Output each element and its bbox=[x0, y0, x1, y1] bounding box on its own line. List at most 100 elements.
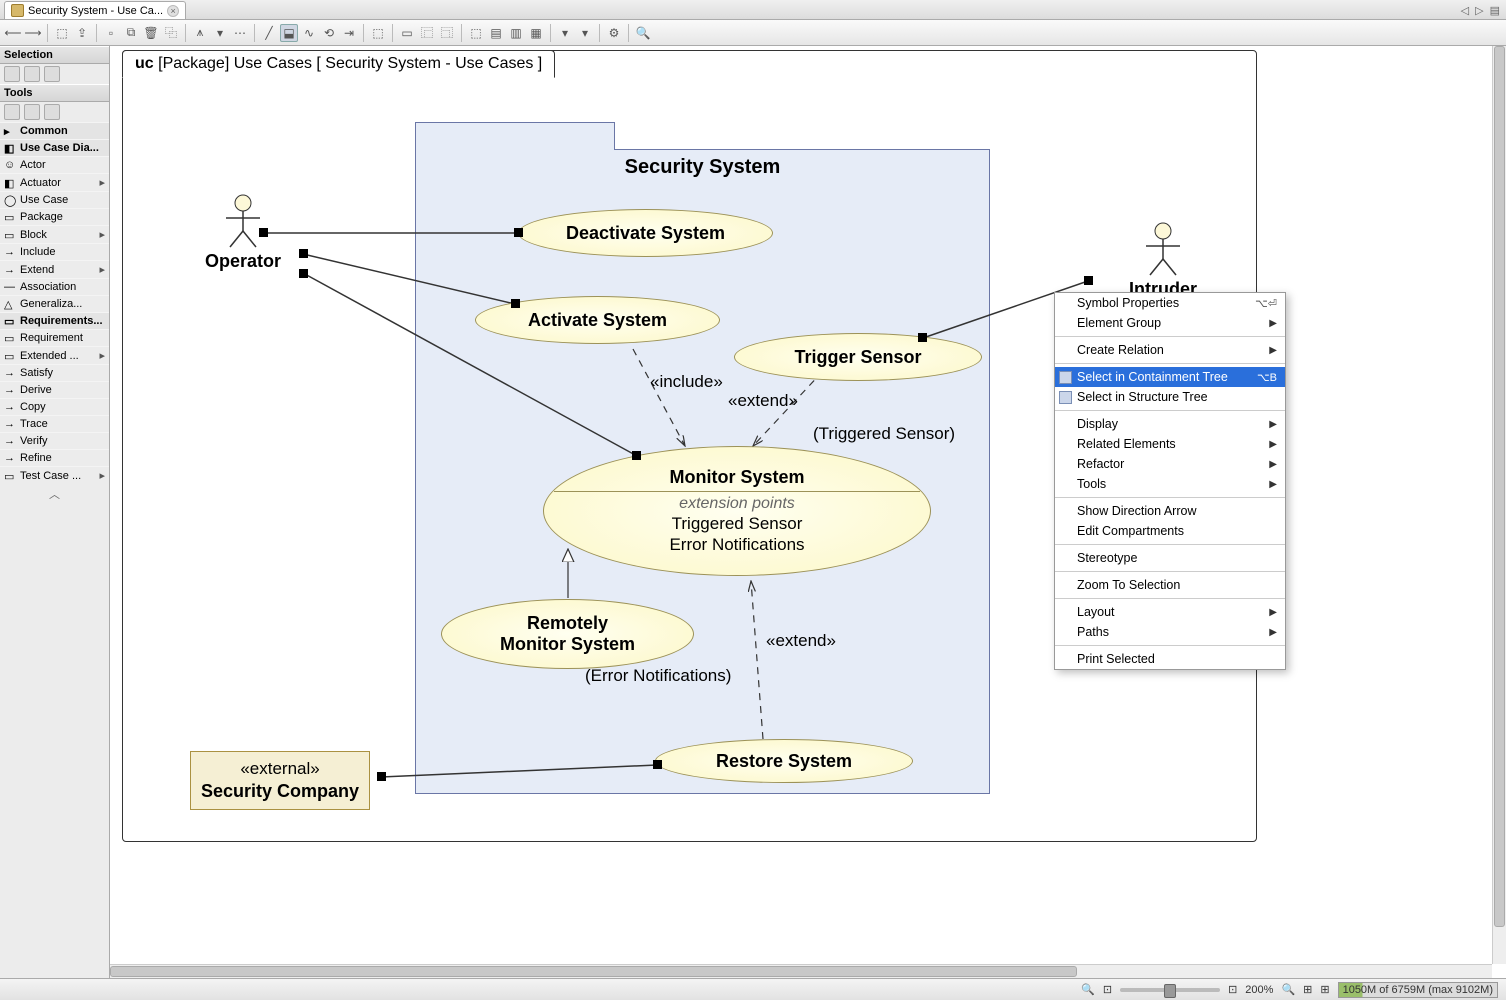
palette-item[interactable]: ▭Extended ...▸ bbox=[0, 346, 109, 364]
search-button[interactable]: 🔍 bbox=[634, 24, 652, 42]
palette-item[interactable]: ▭Test Case ...▸ bbox=[0, 466, 109, 484]
usecase-trigger[interactable]: Trigger Sensor bbox=[734, 333, 982, 381]
anchor[interactable] bbox=[918, 333, 927, 342]
g2-button[interactable]: ⿸ bbox=[418, 24, 436, 42]
tab-list-icon[interactable]: ▤ bbox=[1490, 4, 1500, 17]
usecase-deactivate[interactable]: Deactivate System bbox=[518, 209, 773, 257]
context-menu-item[interactable]: Zoom To Selection bbox=[1055, 575, 1285, 595]
palette-item[interactable]: →Verify bbox=[0, 432, 109, 449]
context-menu-item[interactable]: Edit Compartments bbox=[1055, 521, 1285, 541]
export-button[interactable]: ⇪ bbox=[73, 24, 91, 42]
anchor[interactable] bbox=[514, 228, 523, 237]
vertical-scrollbar[interactable] bbox=[1492, 46, 1506, 964]
anchor[interactable] bbox=[299, 249, 308, 258]
context-menu-item[interactable]: Create Relation▶ bbox=[1055, 340, 1285, 360]
pointer-tool-icon[interactable] bbox=[4, 66, 20, 82]
copy-button[interactable]: ⧉ bbox=[122, 24, 140, 42]
palette-item[interactable]: △Generaliza... bbox=[0, 295, 109, 312]
usecase-restore[interactable]: Restore System bbox=[655, 739, 913, 783]
tree-button[interactable]: ⩚ bbox=[191, 24, 209, 42]
zoom-out-icon[interactable]: 🔍 bbox=[1081, 983, 1095, 996]
text-tool-icon[interactable] bbox=[24, 104, 40, 120]
palette-item[interactable]: ▭Requirement bbox=[0, 329, 109, 346]
h2-button[interactable]: ▥ bbox=[507, 24, 525, 42]
marquee-tool-icon[interactable] bbox=[24, 66, 40, 82]
new-button[interactable]: ▫ bbox=[102, 24, 120, 42]
sel-button[interactable]: ⬚ bbox=[467, 24, 485, 42]
zoom-slider[interactable] bbox=[1120, 988, 1220, 992]
dot-button[interactable]: ⋯ bbox=[231, 24, 249, 42]
context-menu-item[interactable]: Paths▶ bbox=[1055, 622, 1285, 642]
zoom-tool-icon[interactable] bbox=[44, 104, 60, 120]
anchor[interactable] bbox=[299, 269, 308, 278]
palette-item[interactable]: →Derive bbox=[0, 381, 109, 398]
label-extend-2[interactable]: «extend» bbox=[766, 631, 836, 651]
note-tool-icon[interactable] bbox=[4, 104, 20, 120]
open-button[interactable]: ⬚ bbox=[53, 24, 71, 42]
zoom-1-icon[interactable]: ⊞ bbox=[1303, 983, 1312, 996]
palette-item[interactable]: →Include bbox=[0, 243, 109, 260]
anchor[interactable] bbox=[259, 228, 268, 237]
context-menu-item[interactable]: Display▶ bbox=[1055, 414, 1285, 434]
zoom-in-icon[interactable]: 🔍 bbox=[1281, 983, 1295, 996]
palette-group-requirements[interactable]: ▭ Requirements... bbox=[0, 312, 109, 329]
palette-item[interactable]: →Refine bbox=[0, 449, 109, 466]
hand-tool-icon[interactable] bbox=[44, 66, 60, 82]
down-button[interactable]: ▾ bbox=[211, 24, 229, 42]
horizontal-scrollbar[interactable] bbox=[110, 964, 1492, 978]
palette-item[interactable]: ◯Use Case bbox=[0, 191, 109, 208]
tab-close-button[interactable]: × bbox=[167, 5, 179, 17]
anchor[interactable] bbox=[1084, 276, 1093, 285]
context-menu-item[interactable]: Related Elements▶ bbox=[1055, 434, 1285, 454]
curve-button[interactable]: ∿ bbox=[300, 24, 318, 42]
anchor[interactable] bbox=[653, 760, 662, 769]
zoom-100-icon[interactable]: ⊡ bbox=[1228, 983, 1237, 996]
palette-item[interactable]: ▭Package bbox=[0, 208, 109, 225]
usecase-remote[interactable]: Remotely Monitor System bbox=[441, 599, 694, 669]
g1-button[interactable]: ▭ bbox=[398, 24, 416, 42]
anchor[interactable] bbox=[377, 772, 386, 781]
label-triggered[interactable]: (Triggered Sensor) bbox=[813, 424, 955, 444]
g3-button[interactable]: ⿹ bbox=[438, 24, 456, 42]
route-button[interactable]: ⬓ bbox=[280, 24, 298, 42]
prev-tab-icon[interactable]: ◁ bbox=[1461, 4, 1469, 17]
context-menu-item[interactable]: Refactor▶ bbox=[1055, 454, 1285, 474]
d1-button[interactable]: ▾ bbox=[556, 24, 574, 42]
delete-button[interactable]: 🗑 bbox=[142, 24, 160, 42]
memory-meter[interactable]: 1050M of 6759M (max 9102M) bbox=[1338, 982, 1498, 998]
label-error[interactable]: (Error Notifications) bbox=[585, 666, 731, 686]
usecase-monitor[interactable]: Monitor System extension points Triggere… bbox=[543, 446, 931, 576]
layer-button[interactable]: ⬚ bbox=[369, 24, 387, 42]
paste-button[interactable]: ⿻ bbox=[162, 24, 180, 42]
actor-intruder[interactable]: Intruder bbox=[1129, 221, 1197, 300]
block-security-company[interactable]: «external» Security Company bbox=[190, 751, 370, 810]
palette-collapse[interactable]: ︿ bbox=[0, 484, 109, 504]
h3-button[interactable]: ▦ bbox=[527, 24, 545, 42]
palette-item[interactable]: —Association bbox=[0, 278, 109, 295]
diagram-canvas[interactable]: uc [Package] Use Cases [ Security System… bbox=[110, 46, 1506, 978]
palette-item[interactable]: →Satisfy bbox=[0, 364, 109, 381]
snap-button[interactable]: ⟲ bbox=[320, 24, 338, 42]
zoom-2-icon[interactable]: ⊞ bbox=[1320, 983, 1329, 996]
palette-item[interactable]: →Trace bbox=[0, 415, 109, 432]
palette-item[interactable]: →Extend▸ bbox=[0, 260, 109, 278]
gear-button[interactable]: ⚙ bbox=[605, 24, 623, 42]
h1-button[interactable]: ▤ bbox=[487, 24, 505, 42]
context-menu-item[interactable]: Select in Structure Tree bbox=[1055, 387, 1285, 407]
context-menu-item[interactable]: Print Selected bbox=[1055, 649, 1285, 669]
label-include[interactable]: «include» bbox=[650, 372, 723, 392]
palette-item[interactable]: ◧Actuator▸ bbox=[0, 173, 109, 191]
label-extend-1[interactable]: «extend» bbox=[728, 391, 798, 411]
zoom-fit-icon[interactable]: ⊡ bbox=[1103, 983, 1112, 996]
context-menu-item[interactable]: Layout▶ bbox=[1055, 602, 1285, 622]
actor-operator[interactable]: Operator bbox=[205, 193, 281, 272]
palette-group-common[interactable]: ▸ Common bbox=[0, 122, 109, 139]
line-button[interactable]: ╱ bbox=[260, 24, 278, 42]
palette-item[interactable]: →Copy bbox=[0, 398, 109, 415]
context-menu-item[interactable]: Stereotype bbox=[1055, 548, 1285, 568]
context-menu-item[interactable]: Symbol Properties⌥⏎ bbox=[1055, 293, 1285, 313]
back-button[interactable]: ⟵ bbox=[4, 24, 22, 42]
context-menu-item[interactable]: Tools▶ bbox=[1055, 474, 1285, 494]
d2-button[interactable]: ▾ bbox=[576, 24, 594, 42]
context-menu-item[interactable]: Element Group▶ bbox=[1055, 313, 1285, 333]
